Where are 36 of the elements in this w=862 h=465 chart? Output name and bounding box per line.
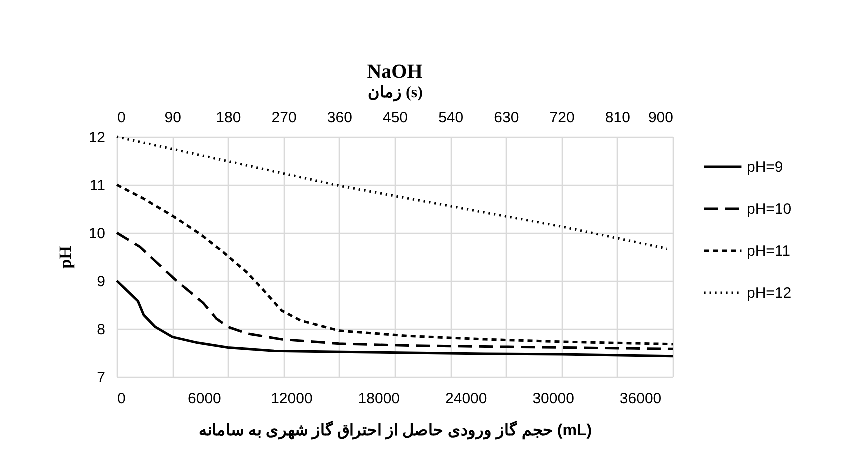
x-tick-label: 24000 xyxy=(446,390,488,408)
y-tick-label: 7 xyxy=(97,370,106,386)
y-tick-label: 10 xyxy=(88,226,106,242)
x2-axis-title: زمان (s) xyxy=(368,84,423,102)
x2-tick-label: 270 xyxy=(272,110,297,126)
x2-tick-label: 630 xyxy=(494,110,520,126)
x-tick-label: 36000 xyxy=(620,390,662,408)
x2-tick-label: 0 xyxy=(118,110,126,126)
x2-tick-label: 450 xyxy=(382,110,408,126)
x-tick-label: 18000 xyxy=(358,390,400,408)
line-series xyxy=(116,136,668,250)
legend-label: pH=12 xyxy=(747,285,792,302)
y-tick-label: 12 xyxy=(88,130,106,146)
line-series xyxy=(116,232,674,350)
x2-tick-label: 720 xyxy=(550,110,575,126)
chart-title: NaOH xyxy=(367,61,424,83)
y-tick-label: 11 xyxy=(90,178,106,194)
x-axis-title: حجم گاز ورودی حاصل از احتراق گاز شهری به سامانه (mL) xyxy=(198,420,592,440)
line-series xyxy=(116,280,674,358)
x-tick-label: 30000 xyxy=(532,390,574,408)
x-tick-label: 6000 xyxy=(188,390,222,408)
x2-tick-label: 810 xyxy=(605,110,630,126)
y-axis-title: pH xyxy=(56,246,75,269)
legend-label: pH=10 xyxy=(747,201,792,218)
x2-tick-label: 180 xyxy=(216,110,242,126)
line-series xyxy=(116,184,674,346)
x2-tick-label: 540 xyxy=(438,110,464,126)
y-tick-label: 9 xyxy=(97,274,106,290)
x2-tick-label: 900 xyxy=(648,110,674,126)
x-tick-label: 12000 xyxy=(271,390,313,408)
legend-label: pH=9 xyxy=(747,159,784,176)
x2-tick-label: 360 xyxy=(327,110,352,126)
x2-tick-label: 90 xyxy=(164,110,182,126)
x-tick-label: 0 xyxy=(118,390,126,408)
y-tick-label: 8 xyxy=(97,322,106,338)
legend-label: pH=11 xyxy=(747,243,791,260)
